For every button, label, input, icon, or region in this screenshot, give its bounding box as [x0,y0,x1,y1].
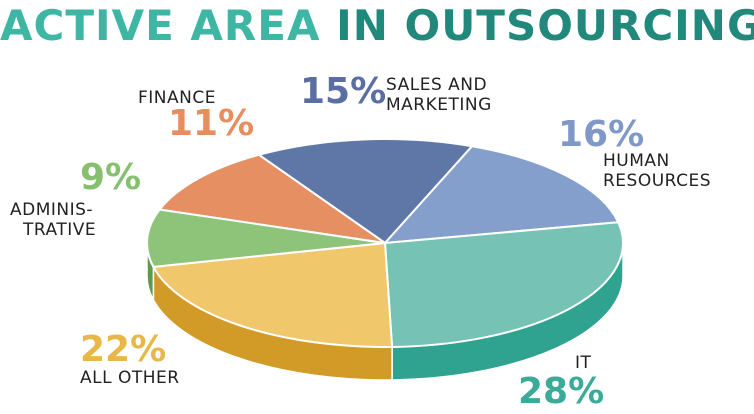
pct-sales-and-marketing: 15% [300,71,387,112]
label-finance: FINANCE [138,88,216,108]
label-it: IT [575,353,592,373]
label-administrative-line1: ADMINIS- [10,200,94,220]
pct-all-other: 22% [80,329,167,370]
label-sales-and-marketing-line1: SALES AND [386,75,488,95]
label-administrative-line2: TRATIVE [23,220,97,240]
pct-administrative: 9% [80,157,142,198]
slice-all-other [152,242,394,348]
label-all-other: ALL OTHER [80,368,180,388]
pct-finance: 11% [168,103,255,144]
slice-administrative [146,208,386,268]
pie-top-faces [146,138,624,348]
slice-it [384,221,624,348]
slice-sales-and-marketing [257,138,474,244]
chart-title: ACTIVE AREA IN OUTSOURCING [0,2,754,50]
label-human-resources-line2: RESOURCES [603,171,712,191]
pct-it: 28% [518,371,605,412]
label-human-resources-line1: HUMAN [603,151,670,171]
slice-finance [158,153,386,244]
slice-human-resources [384,145,620,244]
title-part-1: ACTIVE AREA [0,1,321,50]
title-part-2: IN OUTSOURCING [336,1,754,50]
label-sales-and-marketing-line2: MARKETING [386,95,492,115]
pct-human-resources: 16% [558,114,645,155]
